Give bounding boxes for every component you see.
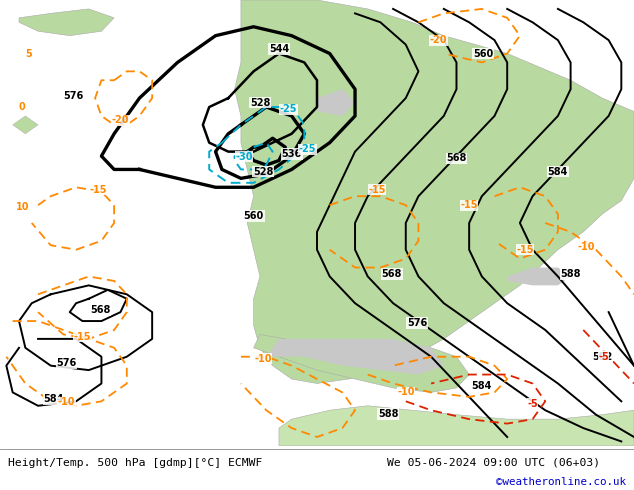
Text: 536: 536 (281, 149, 302, 159)
Text: -15: -15 (516, 245, 534, 255)
Polygon shape (19, 9, 114, 36)
Text: -5: -5 (598, 352, 609, 362)
Text: 584: 584 (472, 381, 492, 391)
Text: 528: 528 (250, 98, 270, 108)
Text: 560: 560 (473, 49, 493, 58)
Text: -15: -15 (368, 185, 386, 195)
Text: -20: -20 (112, 115, 129, 125)
Text: -25: -25 (299, 145, 316, 154)
Text: 584: 584 (548, 167, 568, 177)
Text: 588: 588 (378, 409, 398, 419)
Text: -15: -15 (74, 332, 91, 342)
Text: 544: 544 (269, 44, 289, 54)
Text: 5: 5 (25, 49, 32, 58)
Text: 568: 568 (90, 305, 110, 315)
Text: 568: 568 (446, 153, 467, 163)
Text: -15: -15 (89, 185, 107, 195)
Text: ©weatheronline.co.uk: ©weatheronline.co.uk (496, 477, 626, 487)
Polygon shape (317, 89, 355, 116)
Text: 528: 528 (253, 167, 273, 177)
Text: -30: -30 (235, 152, 253, 162)
Text: 584: 584 (44, 394, 64, 404)
Polygon shape (266, 339, 444, 374)
Text: 588: 588 (560, 269, 581, 279)
Text: 568: 568 (382, 269, 402, 279)
Text: 576: 576 (56, 358, 77, 368)
Text: -10: -10 (397, 388, 415, 397)
Text: 560: 560 (243, 211, 264, 221)
Text: -25: -25 (280, 104, 297, 114)
Text: Height/Temp. 500 hPa [gdmp][°C] ECMWF: Height/Temp. 500 hPa [gdmp][°C] ECMWF (8, 458, 262, 467)
Text: -5: -5 (527, 398, 538, 409)
Polygon shape (279, 406, 634, 446)
Text: 10: 10 (15, 202, 29, 212)
Text: -15: -15 (460, 200, 478, 210)
Text: -10: -10 (58, 397, 75, 407)
Text: -10: -10 (254, 354, 272, 364)
Text: 576: 576 (407, 318, 427, 328)
Polygon shape (235, 0, 634, 384)
Text: -20: -20 (430, 35, 448, 45)
Polygon shape (13, 116, 38, 134)
Polygon shape (254, 334, 469, 392)
Polygon shape (507, 268, 571, 285)
Text: 592: 592 (592, 352, 612, 362)
Text: 576: 576 (63, 91, 83, 101)
Text: We 05-06-2024 09:00 UTC (06+03): We 05-06-2024 09:00 UTC (06+03) (387, 458, 600, 467)
Text: -10: -10 (577, 243, 595, 252)
Text: 0: 0 (19, 102, 25, 112)
